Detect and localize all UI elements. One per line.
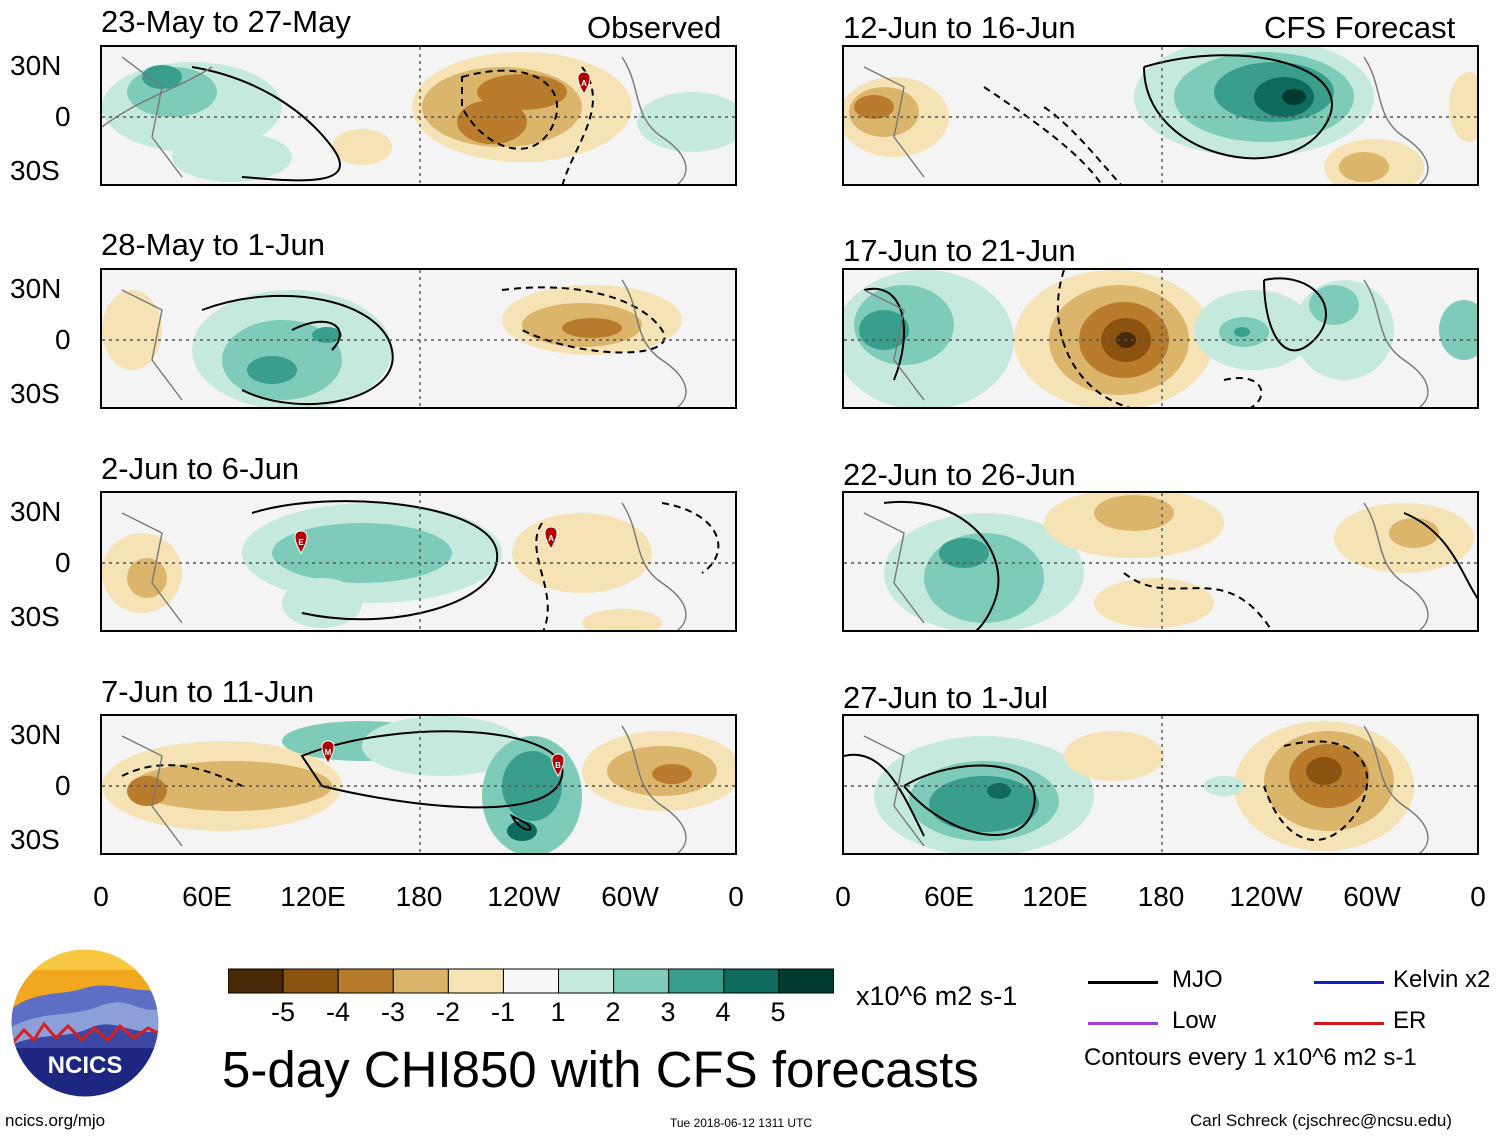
lat-label-0: 0 xyxy=(55,770,71,801)
colorbar-swatch xyxy=(723,968,780,994)
colorbar-tick-label: 2 xyxy=(605,997,621,1027)
map-panel-8 xyxy=(842,714,1479,855)
map-panel-5 xyxy=(842,45,1479,186)
colorbar-swatch xyxy=(613,968,670,994)
colorbar-swatch xyxy=(778,968,835,994)
mjo-legend-line xyxy=(1088,981,1158,984)
lon-label-120e: 120E xyxy=(1022,881,1088,912)
colorbar-tick-label: -1 xyxy=(490,997,516,1027)
lon-label-0: 0 xyxy=(93,881,109,912)
lat-label-0: 0 xyxy=(55,101,71,132)
logo-text: NCICS xyxy=(48,1052,123,1079)
main-title: 5-day CHI850 with CFS forecasts xyxy=(222,1041,979,1098)
lat-label-0: 0 xyxy=(55,324,71,355)
colorbar-tick-label: 1 xyxy=(550,997,566,1027)
panel-title-6: 17-Jun to 21-Jun xyxy=(843,233,1076,268)
kelvin-legend-line xyxy=(1314,981,1384,984)
colorbar-swatch xyxy=(282,968,339,994)
forecast-label: CFS Forecast xyxy=(1264,10,1456,45)
colorbar-swatch xyxy=(558,968,615,994)
storm-marker-a: A xyxy=(581,79,587,88)
lat-label-30s: 30S xyxy=(10,601,60,632)
lon-label-180: 180 xyxy=(395,881,443,912)
colorbar-tick-label: -2 xyxy=(435,997,461,1027)
footer-timestamp: Tue 2018-06-12 1311 UTC xyxy=(670,1116,813,1130)
storm-marker-a: A xyxy=(548,534,554,543)
lat-label-0: 0 xyxy=(55,547,71,578)
colorbar-units: x10^6 m2 s-1 xyxy=(856,981,1018,1011)
lon-label-0-end: 0 xyxy=(1470,881,1486,912)
panel-title-3: 2-Jun to 6-Jun xyxy=(101,451,300,486)
lon-label-0: 0 xyxy=(835,881,851,912)
legend-er: ER xyxy=(1393,1007,1427,1034)
lon-label-120e: 120E xyxy=(280,881,346,912)
lat-label-30s: 30S xyxy=(10,824,60,855)
panel-title-1: 23-May to 27-May xyxy=(101,4,351,39)
colorbar-swatch xyxy=(447,968,504,994)
footer-url[interactable]: ncics.org/mjo xyxy=(5,1111,106,1130)
legend-kelvin: Kelvin x2 xyxy=(1393,966,1491,993)
legend-contours: Contours every 1 x10^6 m2 s-1 xyxy=(1084,1044,1417,1071)
colorbar-tick-label: 5 xyxy=(770,997,786,1027)
lon-label-120w: 120W xyxy=(487,881,561,912)
colorbar-swatch xyxy=(392,968,449,994)
panel-title-5: 12-Jun to 16-Jun xyxy=(843,10,1076,45)
lat-label-30n: 30N xyxy=(10,273,62,304)
lat-label-30n: 30N xyxy=(10,50,62,81)
lon-label-60w: 60W xyxy=(601,881,659,912)
lat-label-30n: 30N xyxy=(10,719,62,750)
colorbar-tick-label: -3 xyxy=(380,997,406,1027)
storm-marker-b: B xyxy=(555,761,561,770)
lat-label-30n: 30N xyxy=(10,496,62,527)
storm-marker-m: M xyxy=(325,748,332,757)
map-panel-6 xyxy=(842,268,1479,409)
colorbar-tick-label: -4 xyxy=(325,997,351,1027)
colorbar xyxy=(227,968,835,994)
colorbar-swatch xyxy=(668,968,725,994)
lat-label-30s: 30S xyxy=(10,378,60,409)
map-panel-2 xyxy=(100,268,737,409)
lon-label-60e: 60E xyxy=(182,881,232,912)
legend-mjo: MJO xyxy=(1172,966,1223,993)
map-panel-1: A xyxy=(100,45,737,186)
legend-low: Low xyxy=(1172,1007,1217,1034)
panel-title-4: 7-Jun to 11-Jun xyxy=(101,674,315,709)
colorbar-tick-label: 4 xyxy=(715,997,731,1027)
lon-label-120w: 120W xyxy=(1229,881,1303,912)
observed-label: Observed xyxy=(587,10,722,45)
colorbar-tick-label: 3 xyxy=(660,997,676,1027)
colorbar-swatch xyxy=(227,968,284,994)
lat-label-30s: 30S xyxy=(10,155,60,186)
map-panel-3: E A xyxy=(100,491,737,632)
lon-label-0-end: 0 xyxy=(728,881,744,912)
lon-label-60e: 60E xyxy=(924,881,974,912)
er-legend-line xyxy=(1314,1022,1384,1025)
ncics-logo: NCICS xyxy=(10,948,160,1098)
panel-title-2: 28-May to 1-Jun xyxy=(101,227,325,262)
map-panel-7 xyxy=(842,491,1479,632)
colorbar-swatch xyxy=(502,968,560,994)
storm-marker-e: E xyxy=(298,538,304,547)
low-legend-line xyxy=(1088,1022,1158,1025)
panel-title-8: 27-Jun to 1-Jul xyxy=(843,680,1049,715)
footer-credit: Carl Schreck (cjschrec@ncsu.edu) xyxy=(1190,1111,1452,1130)
map-panel-4: M B xyxy=(100,714,737,855)
lon-label-60w: 60W xyxy=(1343,881,1401,912)
lon-label-180: 180 xyxy=(1137,881,1185,912)
panel-title-7: 22-Jun to 26-Jun xyxy=(843,457,1076,492)
colorbar-tick-label: -5 xyxy=(270,997,296,1027)
colorbar-swatch xyxy=(337,968,394,994)
